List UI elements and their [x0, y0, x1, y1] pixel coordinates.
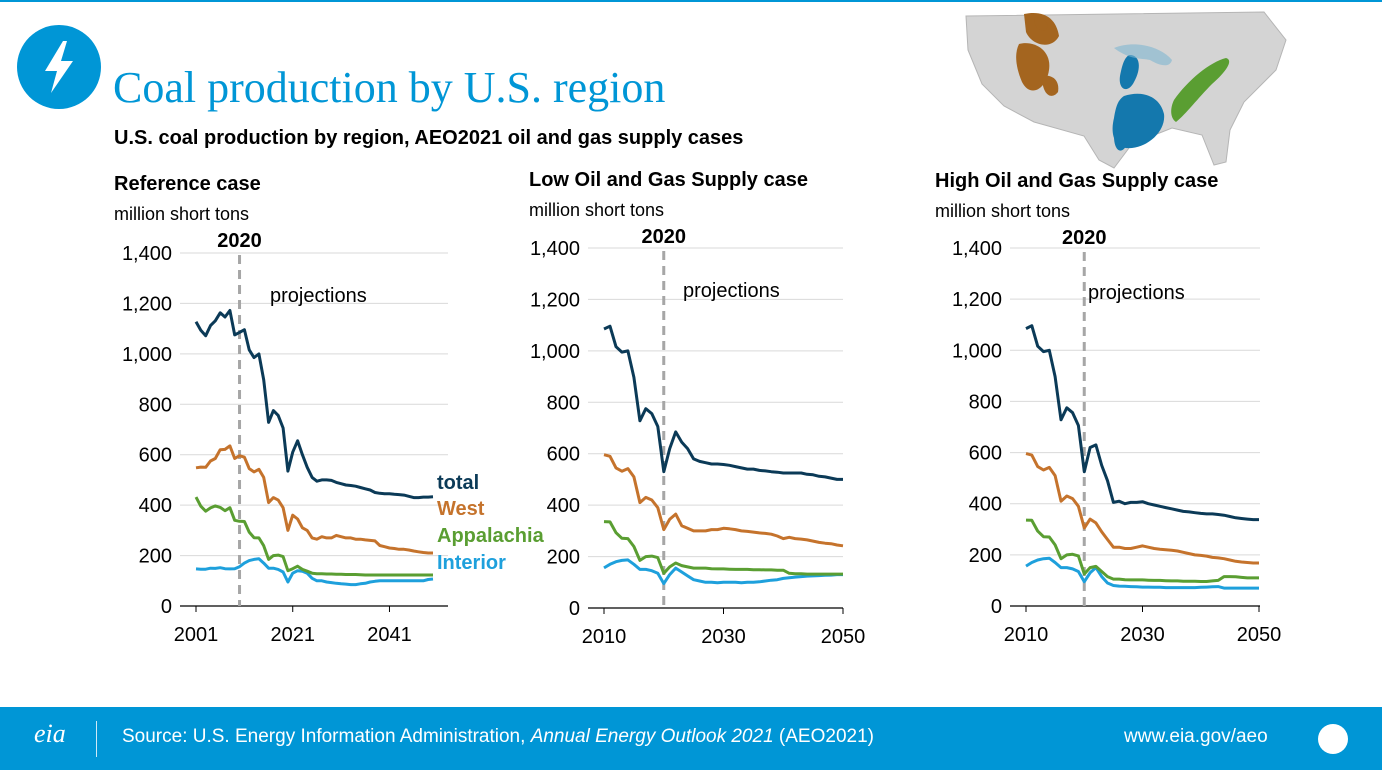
- y-tick-label: 200: [547, 547, 580, 569]
- y-tick-label: 1,000: [530, 341, 580, 363]
- y-tick-label: 800: [139, 394, 172, 416]
- legend-west: West: [437, 498, 485, 520]
- y-axis-unit: million short tons: [529, 200, 664, 220]
- y-tick-label: 1,400: [122, 243, 172, 265]
- y-tick-label: 1,000: [952, 340, 1002, 362]
- y-axis-unit: million short tons: [935, 201, 1070, 221]
- series-line-west: [1025, 452, 1259, 565]
- y-tick-label: 200: [139, 546, 172, 568]
- series-line-interior: [195, 557, 434, 587]
- chart-title: High Oil and Gas Supply case: [935, 170, 1218, 192]
- page-title: Coal production by U.S. region: [113, 63, 666, 112]
- series-line-appalachia: [1025, 518, 1259, 583]
- x-tick-label: 2021: [270, 624, 315, 646]
- y-tick-label: 200: [969, 545, 1002, 567]
- source-publication: Annual Energy Outlook 2021: [530, 726, 774, 747]
- projections-label: projections: [270, 285, 367, 307]
- y-tick-label: 1,200: [530, 289, 580, 311]
- circle-icon: [1318, 724, 1348, 754]
- y-tick-label: 400: [969, 494, 1002, 516]
- series-line-interior: [603, 558, 843, 586]
- x-tick-label: 2030: [701, 626, 746, 648]
- chart-title: Reference case: [114, 173, 261, 195]
- x-tick-label: 2010: [1004, 624, 1049, 646]
- y-tick-label: 400: [547, 495, 580, 517]
- divider-year-label: 2020: [642, 226, 687, 248]
- series-line-appalachia: [194, 496, 433, 577]
- x-tick-label: 2041: [367, 624, 412, 646]
- series-line-total: [1025, 324, 1259, 522]
- x-tick-label: 2030: [1120, 624, 1165, 646]
- y-tick-label: 1,400: [530, 238, 580, 260]
- y-axis-unit: million short tons: [114, 204, 249, 224]
- us-coal-basins-map: [965, 11, 1287, 169]
- chart-title: Low Oil and Gas Supply case: [529, 169, 808, 191]
- y-tick-label: 0: [991, 596, 1002, 618]
- projections-label: projections: [683, 280, 780, 302]
- y-tick-label: 800: [969, 391, 1002, 413]
- projections-label: projections: [1088, 282, 1185, 304]
- y-tick-label: 1,200: [122, 293, 172, 315]
- y-tick-label: 600: [969, 443, 1002, 465]
- y-tick-label: 800: [547, 392, 580, 414]
- x-tick-label: 2010: [582, 626, 627, 648]
- charts-area: 0 200 400 600 800 1,000 1,200 1,400 2001 2021 2041…: [114, 169, 1282, 648]
- series-line-total: [603, 324, 843, 481]
- y-tick-label: 400: [139, 495, 172, 517]
- y-tick-label: 1,400: [952, 238, 1002, 260]
- series-line-appalachia: [603, 520, 843, 576]
- source-note: Source: U.S. Energy Information Administ…: [122, 726, 874, 748]
- page-subtitle: U.S. coal production by region, AEO2021 …: [114, 127, 744, 149]
- website-link[interactable]: www.eia.gov/aeo: [1124, 726, 1268, 747]
- y-tick-label: 0: [161, 596, 172, 618]
- y-tick-label: 600: [139, 445, 172, 467]
- series-line-total: [194, 309, 434, 500]
- x-tick-label: 2001: [174, 624, 219, 646]
- eia-logo: eia: [34, 719, 66, 748]
- series-line-west: [195, 444, 433, 555]
- y-tick-label: 1,200: [952, 289, 1002, 311]
- top-rule: [0, 0, 1382, 2]
- series-line-interior: [1025, 556, 1259, 590]
- footer-bar: eia Source: U.S. Energy Information Admi…: [0, 707, 1382, 770]
- series-line-west: [603, 453, 844, 548]
- source-suffix: (AEO2021): [773, 726, 874, 747]
- source-prefix: Source: U.S. Energy Information Administ…: [122, 726, 531, 747]
- legend-appalachia: Appalachia: [437, 525, 545, 547]
- y-tick-label: 1,000: [122, 344, 172, 366]
- y-tick-label: 600: [547, 444, 580, 466]
- y-tick-label: 0: [569, 598, 580, 620]
- x-tick-label: 2050: [1237, 624, 1282, 646]
- footer-separator: [96, 721, 97, 757]
- divider-year-label: 2020: [1062, 227, 1107, 249]
- lightning-bolt-icon: [17, 25, 101, 109]
- x-tick-label: 2050: [821, 626, 866, 648]
- legend-interior: Interior: [437, 552, 506, 574]
- legend-total: total: [437, 472, 479, 494]
- divider-year-label: 2020: [217, 230, 262, 252]
